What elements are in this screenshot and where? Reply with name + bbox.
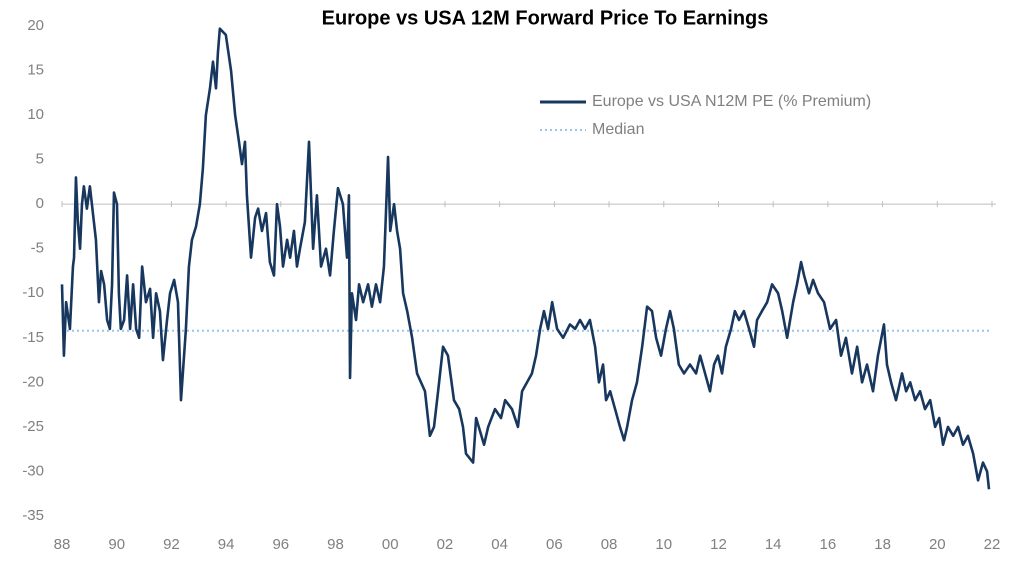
y-tick-label: -30 <box>22 462 44 479</box>
y-tick-label: -5 <box>31 240 44 257</box>
x-tick-label: 04 <box>491 536 508 553</box>
x-tick-label: 98 <box>327 536 344 553</box>
legend-label: Median <box>592 121 644 138</box>
chart-title: Europe vs USA 12M Forward Price To Earni… <box>322 7 769 29</box>
x-tick-label: 20 <box>929 536 946 553</box>
x-tick-label: 06 <box>546 536 563 553</box>
x-tick-label: 08 <box>601 536 618 553</box>
x-tick-label: 00 <box>382 536 399 553</box>
y-tick-label: 10 <box>27 106 44 123</box>
y-tick-label: 20 <box>27 17 44 34</box>
y-tick-label: -25 <box>22 418 44 435</box>
x-tick-label: 96 <box>272 536 289 553</box>
y-tick-label: 15 <box>27 62 44 79</box>
x-tick-label: 16 <box>820 536 837 553</box>
y-tick-label: -20 <box>22 373 44 390</box>
x-tick-label: 12 <box>710 536 727 553</box>
data-line <box>60 27 991 490</box>
y-tick-label: -15 <box>22 329 44 346</box>
x-tick-label: 02 <box>437 536 454 553</box>
x-tick-label: 92 <box>163 536 180 553</box>
x-tick-label: 18 <box>874 536 891 553</box>
y-tick-label: 5 <box>36 151 44 168</box>
y-tick-label: 0 <box>36 195 44 212</box>
x-tick-label: 94 <box>218 536 235 553</box>
y-tick-label: -35 <box>22 507 44 524</box>
legend-label: Europe vs USA N12M PE (% Premium) <box>592 93 871 110</box>
x-tick-label: 10 <box>655 536 672 553</box>
y-tick-label: -10 <box>22 284 44 301</box>
x-tick-label: 14 <box>765 536 782 553</box>
x-tick-label: 22 <box>984 536 1001 553</box>
x-tick-label: 88 <box>54 536 71 553</box>
x-tick-label: 90 <box>108 536 125 553</box>
